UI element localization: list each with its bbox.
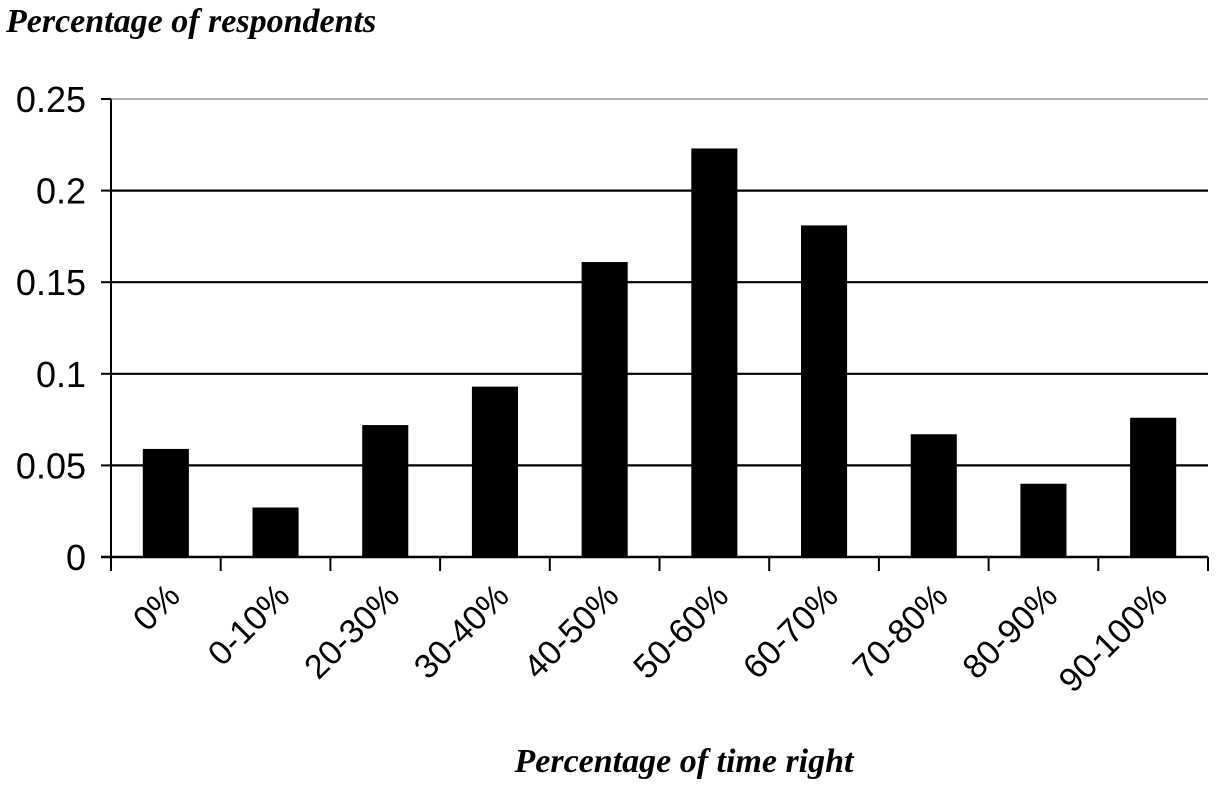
y-tick-label: 0 (66, 537, 86, 578)
bar-60-70% (801, 225, 848, 557)
y-tick-label: 0.05 (16, 445, 86, 486)
x-tick-label: 20-30% (297, 577, 407, 687)
bar-40-50% (581, 262, 628, 557)
bar-80-90% (1020, 483, 1067, 557)
y-tick-label: 0.1 (36, 354, 86, 395)
x-tick-label: 50-60% (626, 577, 736, 687)
x-tick-label: 40-50% (517, 577, 627, 687)
x-tick-label: 70-80% (846, 577, 956, 687)
x-tick-label: 30-40% (407, 577, 517, 687)
y-axis-title: Percentage of respondents (5, 3, 376, 40)
bar-0-10% (252, 507, 299, 557)
y-tick-labels: 0 0.05 0.1 0.15 0.2 0.25 (16, 79, 86, 578)
bar-70-80% (910, 434, 957, 557)
x-tick-label: 0-10% (201, 577, 297, 673)
x-tick-labels: 0% 0-10% 20-30% 30-40% 40-50% 50-60% 60-70% 70-… (126, 577, 1175, 700)
bar-0% (142, 448, 189, 557)
bar-20-30% (362, 425, 409, 557)
gridlines (111, 98, 1208, 467)
x-tick-label: 0% (126, 577, 188, 639)
x-tick-label: 90-100% (1052, 577, 1175, 700)
y-tick-label: 0.15 (16, 262, 86, 303)
bars (142, 148, 1177, 558)
bar-30-40% (471, 386, 518, 557)
x-tick-label: 60-70% (736, 577, 846, 687)
x-tick-label: 80-90% (955, 577, 1065, 687)
y-tick-label: 0.25 (16, 79, 86, 120)
x-axis-title: Percentage of time right (513, 743, 855, 780)
y-tick-label: 0.2 (36, 171, 86, 212)
bar-90-100% (1130, 417, 1177, 557)
bar-50-60% (691, 148, 738, 558)
